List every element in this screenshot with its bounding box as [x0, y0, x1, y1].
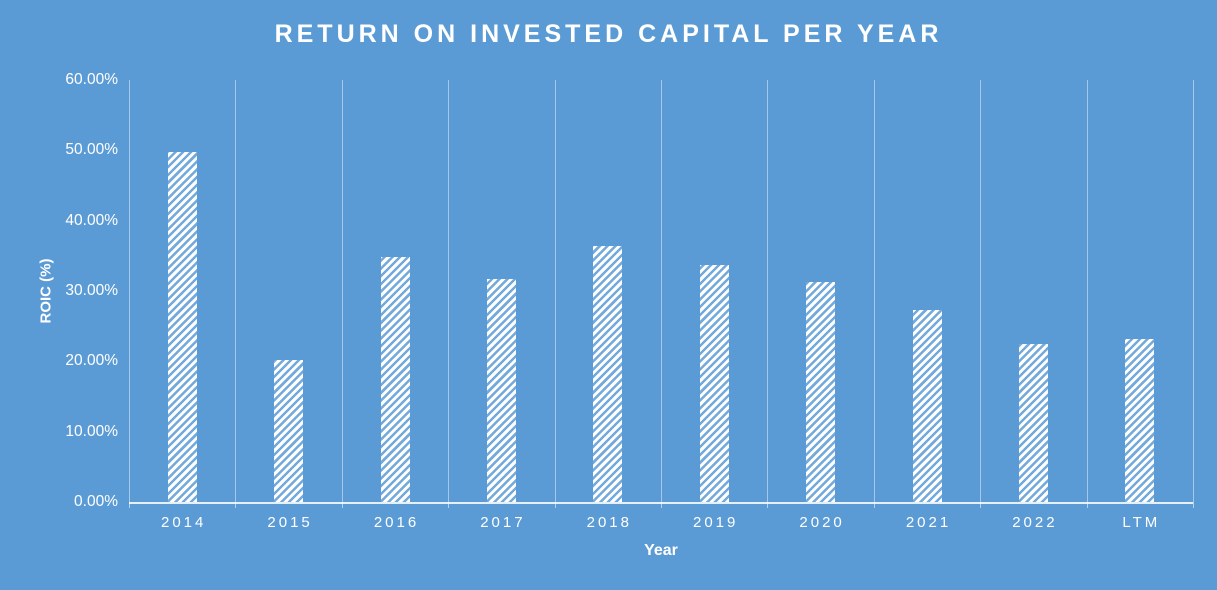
y-tick-label-20: 20.00% — [65, 352, 118, 370]
x-axis-tick-mark — [980, 502, 981, 508]
chart-title: RETURN ON INVESTED CAPITAL PER YEAR — [274, 20, 943, 48]
bar-2021 — [912, 309, 942, 502]
x-category-label-2015: 2015 — [267, 514, 313, 531]
bar-2017 — [486, 279, 516, 502]
vertical-gridline — [235, 80, 236, 502]
x-category-label-2014: 2014 — [161, 514, 207, 531]
vertical-gridline — [1087, 80, 1088, 502]
vertical-gridline — [129, 80, 130, 502]
y-tick-label-60: 60.00% — [65, 71, 118, 88]
y-tick-label-40: 40.00% — [65, 211, 118, 229]
x-category-label-2016: 2016 — [373, 514, 420, 531]
x-category-label-2021: 2021 — [905, 514, 952, 531]
x-category-label-2022: 2022 — [1012, 514, 1058, 531]
x-category-label-ltm: LTM — [1122, 514, 1161, 531]
x-axis-tick-mark — [661, 502, 662, 508]
vertical-gridline — [874, 80, 875, 502]
vertical-gridline — [980, 80, 981, 502]
x-category-label-2018: 2018 — [586, 514, 632, 531]
plot-area — [129, 80, 1194, 508]
x-axis-tick-mark — [767, 502, 768, 508]
bar-2022 — [1018, 343, 1048, 502]
x-category-label-2020: 2020 — [799, 514, 845, 531]
vertical-gridline — [1193, 80, 1194, 502]
vertical-gridline — [661, 80, 662, 502]
vertical-gridline — [555, 80, 556, 502]
x-axis-tick-mark — [235, 502, 236, 508]
x-axis-title: Year — [644, 542, 678, 559]
vertical-gridline — [448, 80, 449, 502]
x-axis-tick-mark — [129, 502, 130, 508]
bar-2018 — [593, 245, 623, 502]
y-tick-label-10: 10.00% — [65, 422, 118, 440]
bar-2020 — [806, 281, 836, 502]
x-axis-tick-mark — [342, 502, 343, 508]
vertical-gridline — [342, 80, 343, 502]
vertical-gridline — [767, 80, 768, 502]
bar-2019 — [699, 264, 729, 502]
x-axis-tick-mark — [555, 502, 556, 508]
y-tick-label-50: 50.00% — [65, 141, 118, 159]
bar-2014 — [167, 151, 197, 502]
bar-2015 — [274, 359, 304, 502]
y-tick-label-0: 0.00% — [74, 493, 118, 510]
x-category-label-2019: 2019 — [693, 514, 739, 531]
y-tick-label-30: 30.00% — [65, 282, 118, 299]
x-axis-tick-mark — [1193, 502, 1194, 508]
bar-ltm — [1125, 338, 1155, 502]
x-axis-tick-mark — [874, 502, 875, 508]
x-axis-tick-mark — [1087, 502, 1088, 508]
bar-2016 — [380, 257, 410, 502]
x-axis-tick-mark — [448, 502, 449, 508]
x-category-label-2017: 2017 — [480, 514, 526, 531]
